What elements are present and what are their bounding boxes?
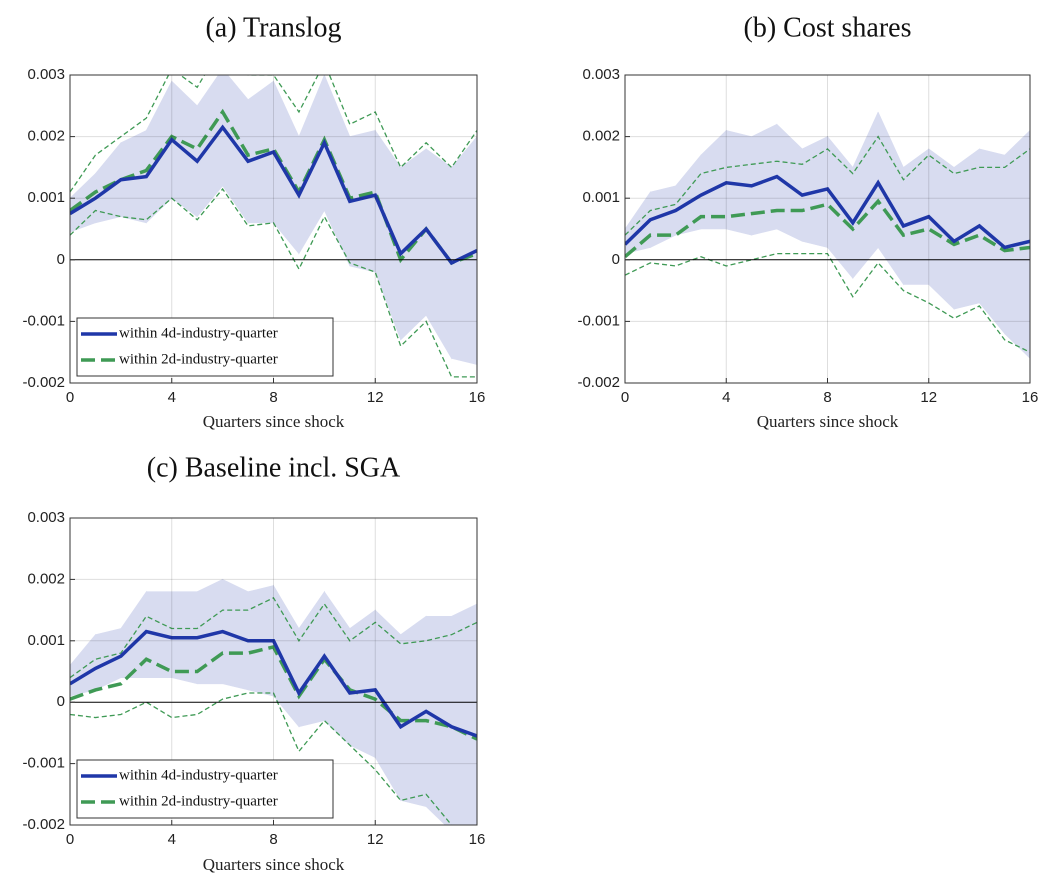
series-line — [70, 75, 477, 193]
y-tick-label: -0.002 — [577, 374, 620, 391]
y-tick-label: -0.001 — [22, 755, 65, 772]
y-tick-label: 0.002 — [27, 570, 65, 587]
series-line — [625, 135, 1030, 236]
x-tick-label: 12 — [920, 389, 937, 406]
chart-title: (c) Baseline incl. SGA — [147, 452, 401, 483]
legend: within 4d-industry-quarter within 2d-indu… — [76, 317, 334, 377]
y-tick-label: 0.001 — [27, 632, 65, 649]
y-tick-label: 0 — [57, 251, 65, 268]
panel: (b) Cost shares Quarters since shock 0 4 8 12… — [577, 12, 1038, 430]
x-tick-label: 4 — [168, 389, 176, 406]
x-tick-label: 16 — [1022, 389, 1039, 406]
confidence-band — [400, 615, 427, 807]
x-tick-label: 16 — [469, 389, 486, 406]
y-tick-label: 0 — [612, 251, 620, 268]
x-tick-label: 12 — [367, 389, 384, 406]
y-tick-label: 0.003 — [582, 66, 620, 83]
chart-title: (a) Translog — [205, 12, 341, 43]
plot-frame — [624, 74, 1031, 384]
y-tick-label: 0.003 — [27, 509, 65, 526]
y-tick-label: 0.003 — [27, 66, 65, 83]
series-line — [70, 124, 477, 266]
x-tick-label: 4 — [168, 831, 176, 848]
y-tick-label: -0.001 — [577, 312, 620, 329]
confidence-band — [451, 603, 477, 825]
x-tick-label: 0 — [66, 389, 74, 406]
y-tick-label: -0.002 — [22, 374, 65, 391]
legend-box — [76, 759, 334, 819]
series-line — [625, 174, 1030, 250]
y-tick-label: 0.001 — [582, 189, 620, 206]
x-tick-label: 0 — [66, 831, 74, 848]
series-line — [70, 692, 453, 825]
y-tick-label: 0.002 — [582, 128, 620, 145]
series-line — [70, 108, 477, 265]
plot-frame — [69, 517, 478, 826]
y-tick-label: 0.001 — [27, 189, 65, 206]
series-line — [70, 629, 477, 738]
legend-label: within 4d-industry-quarter — [119, 325, 278, 341]
y-tick-label: -0.001 — [22, 312, 65, 329]
y-tick-label: 0 — [57, 693, 65, 710]
series-line — [70, 187, 477, 378]
x-tick-label: 16 — [469, 831, 486, 848]
x-tick-label: 8 — [823, 389, 831, 406]
legend-label: within 2d-industry-quarter — [119, 793, 278, 809]
y-tick-label: 0.002 — [27, 128, 65, 145]
x-tick-label: 0 — [621, 389, 629, 406]
plot-area — [70, 578, 477, 825]
panel: (c) Baseline incl. SGA Quarters since sho… — [22, 452, 485, 873]
confidence-band — [451, 136, 477, 365]
y-tick-label: -0.002 — [22, 816, 65, 833]
x-tick-label: 12 — [367, 831, 384, 848]
panel: (a) Translog Quarters since shock 0 4 8 12 16 -… — [22, 12, 485, 430]
series-line — [70, 596, 477, 679]
legend: within 4d-industry-quarter within 2d-indu… — [76, 759, 334, 819]
legend-label: within 4d-industry-quarter — [119, 767, 278, 783]
chart-title: (b) Cost shares — [744, 12, 912, 43]
plot-frame — [69, 74, 478, 384]
plot-area — [625, 111, 1030, 359]
x-tick-label: 4 — [722, 389, 730, 406]
x-tick-label: 8 — [269, 389, 277, 406]
x-axis-label: Quarters since shock — [203, 412, 345, 431]
x-tick-label: 8 — [269, 831, 277, 848]
series-line — [625, 252, 1030, 353]
legend-box — [76, 317, 334, 377]
x-axis-label: Quarters since shock — [203, 855, 345, 874]
x-axis-label: Quarters since shock — [757, 412, 899, 431]
series-line — [70, 644, 477, 741]
legend-label: within 2d-industry-quarter — [119, 351, 278, 367]
plot-area — [70, 75, 477, 378]
